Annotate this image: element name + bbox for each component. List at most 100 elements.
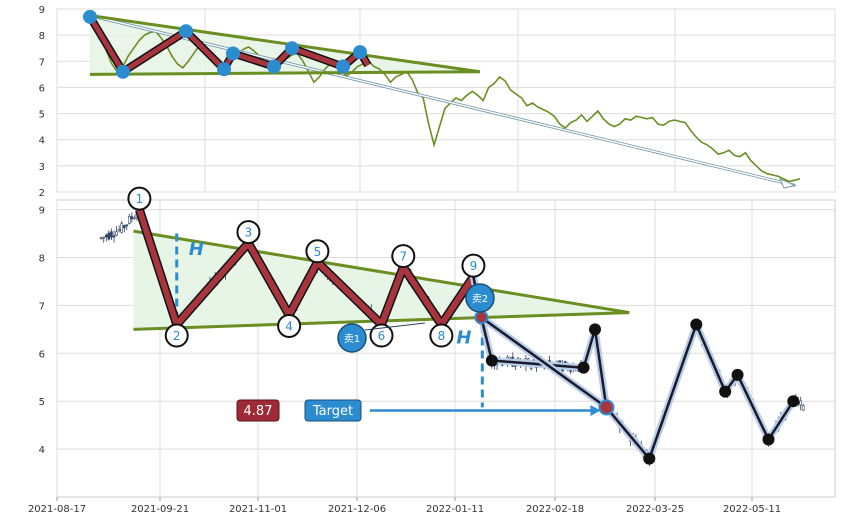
top-y-tick-label: 2: [39, 188, 45, 199]
bottom-y-tick-label: 7: [39, 301, 45, 312]
sell1-label: 卖1: [344, 333, 360, 345]
bottom-y-tick-label: 6: [39, 349, 45, 360]
candle-body: [125, 224, 129, 227]
top-pattern-marker: [116, 64, 130, 79]
pattern-point-1: 1: [127, 186, 152, 211]
top-y-tick-label: 3: [39, 162, 45, 173]
candle-body: [122, 225, 126, 229]
x-tick-label: 2022-03-25: [626, 504, 684, 515]
pattern-point-label: 1: [136, 192, 144, 206]
target-arrow: [480, 316, 608, 409]
bottom-y-tick-label: 5: [39, 397, 45, 408]
top-pattern-marker: [226, 46, 240, 61]
sell1-badge: [337, 323, 367, 353]
top-y-tick-label: 5: [39, 110, 45, 121]
top-y-tick-label: 4: [39, 136, 45, 147]
top-pattern-marker: [217, 62, 231, 77]
upper-trendline: [133, 229, 630, 315]
target-value-box: 4.87: [236, 399, 280, 422]
breakout-dot: [762, 433, 775, 446]
pattern-point-label: 7: [399, 250, 407, 264]
pattern-circle: [429, 323, 454, 348]
candle-body: [99, 237, 103, 239]
pattern-point-label: 4: [285, 319, 293, 333]
pattern-point-7: 7: [391, 244, 416, 269]
breakout-dot: [643, 452, 656, 465]
target-value-bg: [236, 399, 280, 422]
pattern-circle: [236, 220, 261, 245]
x-tick-label: 2022-01-11: [426, 504, 484, 515]
top-y-tick-label: 7: [39, 57, 45, 68]
breakout-dot: [485, 354, 498, 367]
target-dot: [598, 399, 615, 416]
sell2-marker: 卖2: [465, 283, 495, 313]
candle-body: [130, 216, 134, 220]
pattern-point-3: 3: [236, 220, 261, 245]
height-label-right: H: [456, 328, 471, 349]
top-y-tick-label: 9: [39, 5, 45, 16]
x-tick-label: 2021-11-01: [229, 504, 287, 515]
pattern-point-6: 6: [369, 323, 394, 348]
x-tick-label: 2021-08-17: [28, 504, 86, 515]
pattern-point-5: 5: [305, 239, 330, 264]
breakout-dot: [719, 385, 732, 398]
sell2-label: 卖2: [472, 293, 488, 305]
sell1-marker: 卖1: [337, 322, 426, 353]
candle-body: [112, 235, 116, 238]
pattern-point-4: 4: [277, 313, 302, 338]
breakout-dot: [577, 361, 590, 374]
top-trend-arrow-inner: [89, 14, 796, 187]
pattern-point-8: 8: [429, 323, 454, 348]
candle-body: [102, 236, 106, 239]
breakout-dot: [690, 318, 703, 331]
target-label-bg: [304, 399, 362, 422]
candle-body: [107, 232, 111, 240]
top-pattern-marker: [267, 59, 281, 74]
pattern-point-label: 2: [173, 329, 181, 343]
top-zigzag: [87, 15, 371, 75]
candle-body: [120, 223, 124, 233]
pattern-circle: [461, 253, 486, 278]
target-label-box: Target: [304, 399, 362, 422]
candle-body: [801, 405, 805, 411]
breakout-start-dot: [474, 310, 489, 325]
candle-body: [133, 217, 136, 220]
pattern-point-label: 3: [245, 226, 253, 240]
bottom-y-tick-label: 4: [39, 445, 45, 456]
breakout-path: [472, 276, 795, 460]
breakout-dot: [731, 368, 744, 381]
top-y-tick-label: 6: [39, 83, 45, 94]
candle-body: [117, 229, 121, 232]
top-price-panel: 9 8 7 6 5 4 3 2: [39, 5, 836, 199]
x-tick-label: 2022-02-18: [526, 504, 584, 515]
candle-body: [128, 216, 131, 224]
x-tick-label: 2022-05-11: [723, 504, 781, 515]
pattern-circle: [369, 323, 394, 348]
pattern-circle: [277, 313, 302, 338]
x-tick-label: 2021-09-21: [131, 504, 189, 515]
top-upper-trendline: [89, 14, 481, 74]
breakout-dot: [787, 395, 800, 408]
top-trend-arrowhead: [779, 177, 797, 189]
target-pointer-head: [590, 405, 601, 416]
top-y-tick-label: 8: [39, 31, 45, 42]
candle-body: [110, 231, 113, 238]
target-label-text: Target: [312, 404, 353, 419]
breakout-dot: [589, 323, 601, 336]
top-pattern-marker: [336, 59, 350, 74]
bottom-candlestick-panel: 9 8 7 6 5 4 2021-08-17 2021-09-21 2021-11-01 2021…: [28, 186, 836, 515]
top-pattern-marker: [353, 45, 367, 60]
pattern-point-label: 6: [378, 329, 386, 343]
pattern-point-9: 9: [461, 253, 486, 278]
bottom-y-tick-label: 9: [39, 206, 45, 217]
height-label-left: H: [189, 239, 204, 260]
sell2-badge: [465, 283, 495, 313]
x-tick-label: 2021-12-06: [328, 504, 386, 515]
top-lower-trendline: [89, 70, 481, 76]
pattern-circle: [127, 186, 152, 211]
top-pattern-marker: [285, 41, 299, 56]
pattern-point-label: 8: [438, 329, 446, 343]
pattern-point-label: 9: [470, 259, 478, 273]
candle-body: [799, 400, 803, 406]
